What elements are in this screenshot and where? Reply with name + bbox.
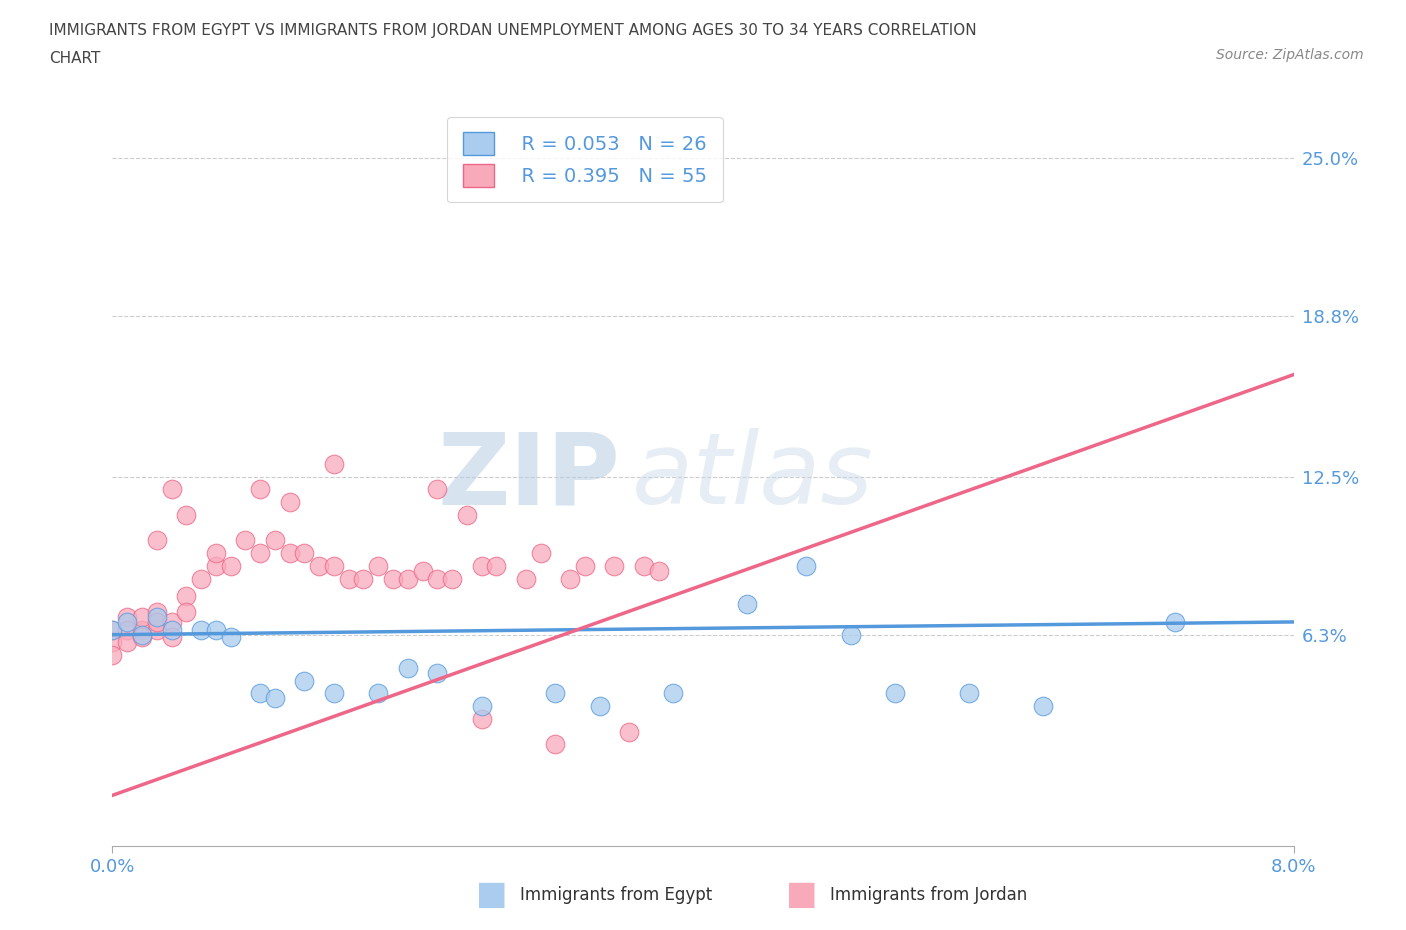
Point <box>662 686 685 701</box>
Point <box>619 724 641 739</box>
Point <box>471 558 494 573</box>
Point <box>367 686 389 701</box>
Legend:   R = 0.053   N = 26,   R = 0.395   N = 55: R = 0.053 N = 26, R = 0.395 N = 55 <box>447 116 723 203</box>
Point <box>471 711 494 726</box>
Point <box>485 558 508 573</box>
Point <box>560 571 582 586</box>
Point <box>884 686 907 701</box>
Point <box>174 604 197 619</box>
Point <box>426 571 449 586</box>
Point <box>160 615 183 630</box>
Point <box>131 622 153 637</box>
Point <box>249 686 271 701</box>
Point <box>957 686 980 701</box>
Point <box>146 609 169 624</box>
Point <box>323 558 346 573</box>
Point <box>174 589 197 604</box>
Point <box>839 627 862 642</box>
Point <box>1032 698 1054 713</box>
Point <box>456 508 478 523</box>
Point <box>544 686 567 701</box>
Point <box>219 558 242 573</box>
Point <box>323 686 346 701</box>
Text: Source: ZipAtlas.com: Source: ZipAtlas.com <box>1216 48 1364 62</box>
Point <box>264 691 287 706</box>
Point <box>323 457 346 472</box>
Point <box>603 558 626 573</box>
Point <box>737 597 759 612</box>
Point <box>146 533 169 548</box>
Point <box>117 622 138 637</box>
Point <box>117 635 138 650</box>
Point <box>278 495 301 510</box>
Point <box>131 630 153 644</box>
Point <box>131 627 153 642</box>
Point <box>382 571 405 586</box>
Point <box>205 622 228 637</box>
Point <box>249 546 271 561</box>
Text: Immigrants from Egypt: Immigrants from Egypt <box>520 885 713 904</box>
Point <box>544 737 567 751</box>
Point <box>101 635 124 650</box>
Point <box>515 571 537 586</box>
Point <box>146 615 169 630</box>
Point <box>337 571 360 586</box>
Text: ■: ■ <box>477 878 508 911</box>
Point <box>101 647 124 662</box>
Point <box>426 482 449 497</box>
Point <box>117 609 138 624</box>
Point <box>160 622 183 637</box>
Point <box>588 698 610 713</box>
Point <box>205 558 228 573</box>
Point <box>426 666 449 681</box>
Point <box>190 571 212 586</box>
Point <box>249 482 271 497</box>
Point <box>190 622 212 637</box>
Point <box>574 558 596 573</box>
Point <box>1164 615 1187 630</box>
Text: Immigrants from Jordan: Immigrants from Jordan <box>830 885 1026 904</box>
Point <box>278 546 301 561</box>
Point <box>367 558 389 573</box>
Point <box>131 609 153 624</box>
Point <box>529 546 551 561</box>
Point <box>441 571 464 586</box>
Point <box>233 533 256 548</box>
Point <box>412 564 434 578</box>
Text: CHART: CHART <box>49 51 101 66</box>
Point <box>146 622 169 637</box>
Point <box>396 571 419 586</box>
Point <box>146 604 169 619</box>
Point <box>292 546 315 561</box>
Point <box>633 558 655 573</box>
Point <box>117 615 138 630</box>
Point <box>352 571 374 586</box>
Point <box>160 482 183 497</box>
Point <box>292 673 315 688</box>
Point <box>396 660 419 675</box>
Point <box>160 630 183 644</box>
Point <box>264 533 287 548</box>
Text: atlas: atlas <box>633 428 873 525</box>
Point <box>796 558 818 573</box>
Text: ■: ■ <box>786 878 817 911</box>
Point <box>101 622 124 637</box>
Text: IMMIGRANTS FROM EGYPT VS IMMIGRANTS FROM JORDAN UNEMPLOYMENT AMONG AGES 30 TO 34: IMMIGRANTS FROM EGYPT VS IMMIGRANTS FROM… <box>49 23 977 38</box>
Point <box>647 564 671 578</box>
Point <box>174 508 197 523</box>
Text: ZIP: ZIP <box>437 428 620 525</box>
Point <box>101 622 124 637</box>
Point <box>308 558 330 573</box>
Point <box>219 630 242 644</box>
Point <box>205 546 228 561</box>
Point <box>471 698 494 713</box>
